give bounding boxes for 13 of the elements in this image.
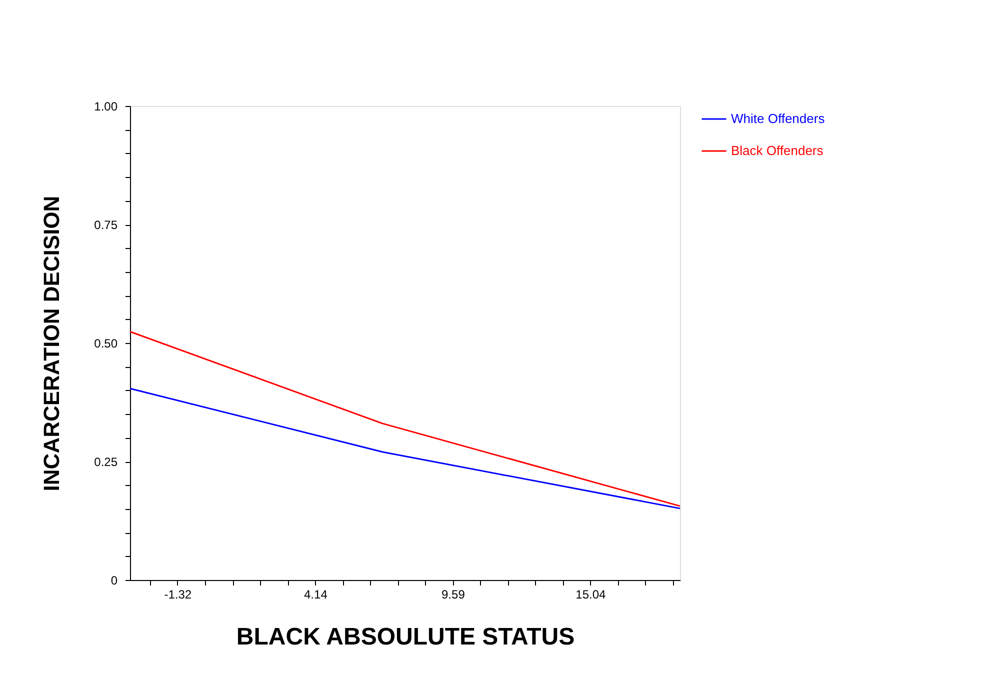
y-tick-label: 0.75 (94, 218, 118, 232)
y-tick-label: 0.25 (94, 455, 118, 469)
y-tick-label: 0 (110, 574, 118, 588)
x-tick-label: -1.32 (164, 588, 192, 602)
y-axis-title: INCARCERATION DECISION (39, 196, 64, 492)
x-tick-label: 15.04 (576, 588, 606, 602)
y-tick-label: 1.00 (94, 100, 118, 114)
legend-label: White Offenders (731, 111, 826, 126)
x-tick-label: 4.14 (304, 588, 328, 602)
x-tick-label: 9.59 (442, 588, 466, 602)
legend-label: Black Offenders (731, 143, 824, 158)
y-tick-label: 0.50 (94, 336, 118, 350)
x-axis-title: BLACK ABSOULUTE STATUS (236, 624, 575, 650)
